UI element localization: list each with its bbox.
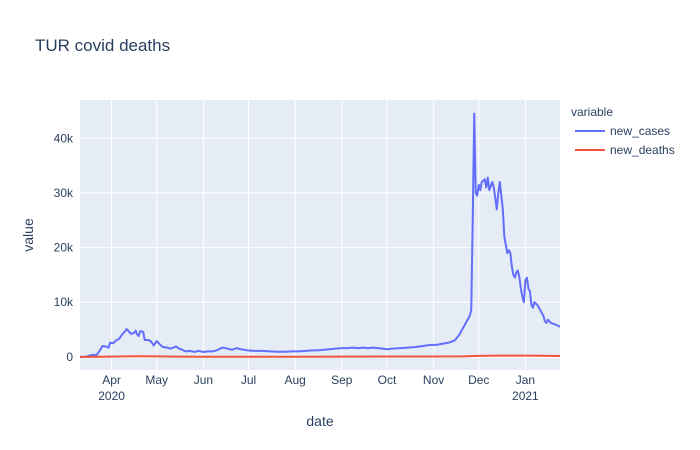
legend-label-new-cases[interactable]: new_cases [610,124,670,138]
x-tick-label: Nov [423,373,444,387]
x-tick-year-label: 2021 [512,389,539,403]
series-line-new-deaths [79,354,561,358]
y-axis-ticks: 0 10k 20k 30k 40k [54,131,74,364]
grid-lines [80,100,560,370]
x-axis-title: date [306,413,333,429]
legend: variable new_cases new_deaths [571,105,675,157]
y-tick-label: 30k [54,186,74,200]
x-tick-label: Dec [468,373,489,387]
x-tick-label: Aug [284,373,305,387]
legend-title: variable [571,105,613,119]
y-tick-label: 0 [66,350,73,364]
series-lines [79,112,561,358]
x-tick-label: Apr [102,373,121,387]
x-tick-label: Jan [516,373,535,387]
x-tick-label: Sep [331,373,353,387]
x-tick-label: May [145,373,168,387]
x-tick-label: Oct [378,373,397,387]
legend-label-new-deaths[interactable]: new_deaths [610,143,675,157]
x-axis-ticks: Apr 2020 May Jun Jul Aug Sep Oct Nov Dec Jan 2021 [98,373,539,403]
plot-area [80,100,560,370]
y-axis-title: value [20,218,36,252]
series-line-new-cases [79,112,561,358]
y-tick-label: 20k [54,241,74,255]
y-tick-label: 40k [54,131,74,145]
y-tick-label: 10k [54,295,74,309]
x-tick-label: Jul [241,373,256,387]
chart-title: TUR covid deaths [35,36,170,55]
x-tick-label: Jun [194,373,213,387]
x-tick-year-label: 2020 [98,389,125,403]
